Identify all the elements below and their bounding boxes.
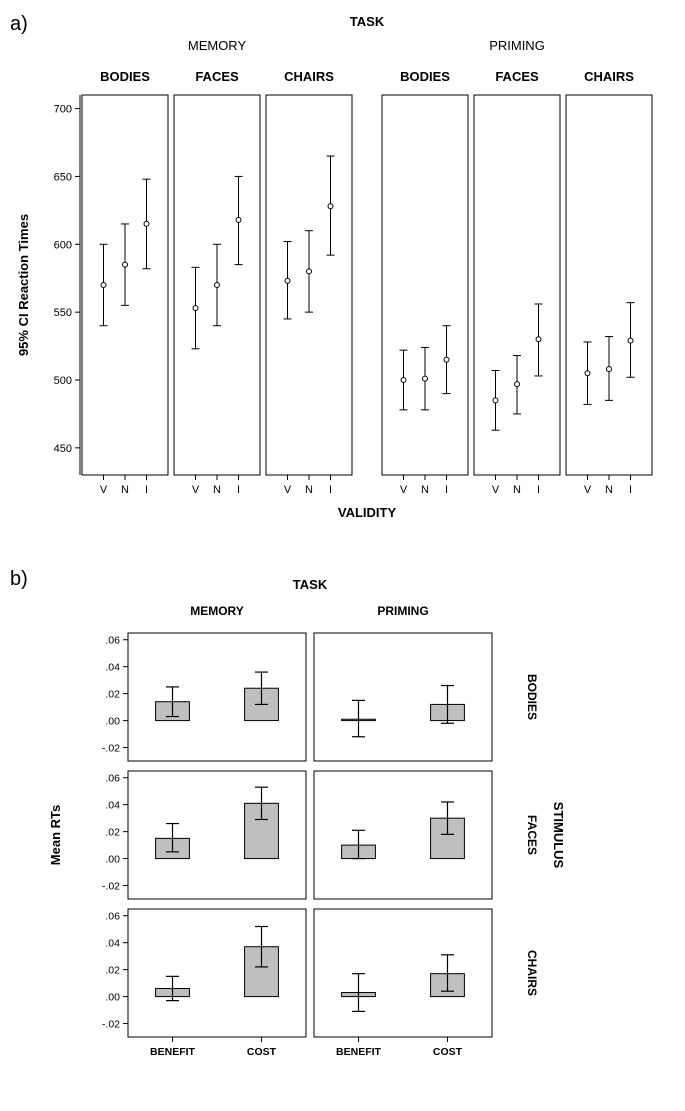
panel-border [382, 95, 468, 475]
y-tick-label-b: .02 [105, 965, 120, 977]
facet-label: BODIES [400, 69, 450, 84]
panel-border-b [314, 909, 492, 1037]
x-tick-label: I [329, 484, 332, 496]
data-marker [607, 367, 612, 372]
y-axis-label-b: Mean RTs [48, 805, 63, 865]
data-marker [215, 283, 220, 288]
data-marker [536, 337, 541, 342]
panel-border-b [314, 771, 492, 899]
data-marker [144, 221, 149, 226]
y-tick-label-b: .04 [105, 662, 120, 674]
x-tick-label: V [100, 484, 108, 496]
y-tick-label-b: -.02 [102, 743, 120, 755]
x-tick-label: I [237, 484, 240, 496]
x-tick-label: N [605, 484, 613, 496]
y-tick-label: 700 [54, 104, 72, 116]
y-tick-label-b: .00 [105, 716, 120, 728]
x-tick-label: N [305, 484, 313, 496]
data-marker [236, 217, 241, 222]
data-marker [493, 398, 498, 403]
task-label-memory: MEMORY [188, 38, 247, 53]
panel-border [566, 95, 652, 475]
x-tick-label-b: COST [247, 1046, 277, 1058]
x-tick-label: I [145, 484, 148, 496]
y-tick-label-b: .00 [105, 854, 120, 866]
y-axis-label: 95% CI Reaction Times [16, 214, 31, 356]
stimulus-label: STIMULUS [551, 802, 566, 869]
x-tick-label: N [513, 484, 521, 496]
x-tick-label: N [213, 484, 221, 496]
data-marker [401, 378, 406, 383]
y-tick-label: 650 [54, 171, 72, 183]
y-tick-label: 550 [54, 307, 72, 319]
task-label-priming: PRIMING [489, 38, 545, 53]
col-header: MEMORY [190, 604, 244, 618]
panel-border-b [128, 909, 306, 1037]
y-tick-label-b: .02 [105, 827, 120, 839]
x-tick-label: I [629, 484, 632, 496]
y-tick-label: 450 [54, 443, 72, 455]
x-tick-label: N [121, 484, 129, 496]
x-axis-label: VALIDITY [338, 505, 397, 520]
y-tick-label-b: -.02 [102, 1019, 120, 1031]
x-tick-label: V [492, 484, 500, 496]
row-label: FACES [525, 815, 539, 855]
data-marker [423, 376, 428, 381]
facet-label: FACES [495, 69, 539, 84]
data-marker [444, 357, 449, 362]
data-marker [101, 283, 106, 288]
facet-label: FACES [195, 69, 239, 84]
facet-label: CHAIRS [284, 69, 334, 84]
y-tick-label-b: .04 [105, 800, 120, 812]
data-marker [515, 382, 520, 387]
data-marker [585, 371, 590, 376]
x-tick-label-b: COST [433, 1046, 463, 1058]
task-title-b: TASK [293, 577, 328, 592]
data-marker [193, 306, 198, 311]
figure-a: a) TASK MEMORY PRIMING 450 500 550 600 650 700 95%… [0, 0, 685, 555]
y-tick-label-b: .06 [105, 773, 120, 785]
y-tick-label: 600 [54, 239, 72, 251]
panel-border-b [128, 633, 306, 761]
x-tick-label: V [192, 484, 200, 496]
y-tick-label-b: -.02 [102, 881, 120, 893]
row-label: BODIES [525, 674, 539, 720]
panel-border [474, 95, 560, 475]
panel-border-b [128, 771, 306, 899]
y-tick-label-b: .02 [105, 689, 120, 701]
x-tick-label-b: BENEFIT [150, 1046, 196, 1058]
y-tick-label-b: .00 [105, 992, 120, 1004]
panel-letter-a: a) [10, 13, 28, 35]
y-tick-label-b: .04 [105, 938, 120, 950]
facet-label: CHAIRS [584, 69, 634, 84]
x-tick-label: V [400, 484, 408, 496]
panel-letter-b: b) [10, 568, 28, 590]
facet-label: BODIES [100, 69, 150, 84]
col-header: PRIMING [377, 604, 428, 618]
x-tick-label: I [537, 484, 540, 496]
data-marker [123, 262, 128, 267]
data-marker [328, 204, 333, 209]
x-tick-label: I [445, 484, 448, 496]
task-title: TASK [350, 14, 385, 29]
panel-border-b [314, 633, 492, 761]
data-marker [628, 338, 633, 343]
x-tick-label: V [584, 484, 592, 496]
y-tick-label-b: .06 [105, 911, 120, 923]
x-tick-label-b: BENEFIT [336, 1046, 382, 1058]
y-tick-label-b: .06 [105, 635, 120, 647]
data-marker [307, 269, 312, 274]
figure-b: b) TASK MEMORY PRIMING STIMULUS Mean RTs BODIE… [0, 555, 685, 1111]
row-label: CHAIRS [525, 950, 539, 996]
x-tick-label: N [421, 484, 429, 496]
y-tick-label: 500 [54, 375, 72, 387]
data-marker [285, 278, 290, 283]
x-tick-label: V [284, 484, 292, 496]
